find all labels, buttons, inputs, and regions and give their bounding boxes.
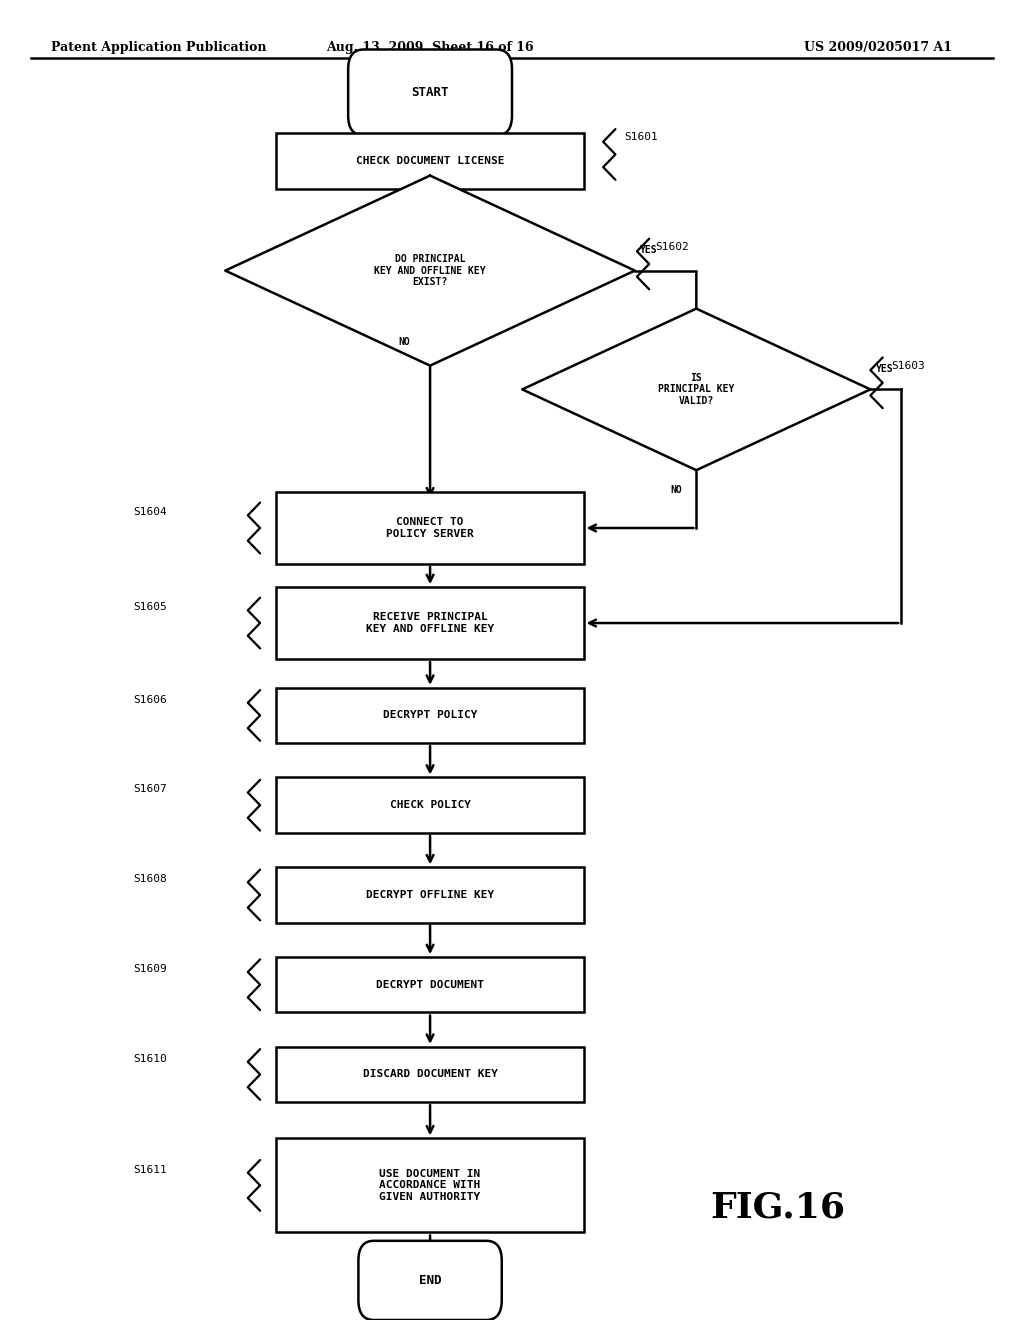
FancyBboxPatch shape bbox=[276, 1047, 584, 1102]
FancyBboxPatch shape bbox=[276, 688, 584, 743]
Text: DECRYPT DOCUMENT: DECRYPT DOCUMENT bbox=[376, 979, 484, 990]
FancyBboxPatch shape bbox=[276, 133, 584, 189]
Text: YES: YES bbox=[640, 244, 657, 255]
Text: S1603: S1603 bbox=[891, 360, 925, 371]
FancyBboxPatch shape bbox=[276, 777, 584, 833]
Polygon shape bbox=[522, 309, 870, 470]
Text: S1607: S1607 bbox=[133, 784, 167, 795]
Text: RECEIVE PRINCIPAL
KEY AND OFFLINE KEY: RECEIVE PRINCIPAL KEY AND OFFLINE KEY bbox=[366, 612, 495, 634]
Text: DECRYPT OFFLINE KEY: DECRYPT OFFLINE KEY bbox=[366, 890, 495, 900]
Text: FIG.16: FIG.16 bbox=[711, 1191, 846, 1225]
Text: S1611: S1611 bbox=[133, 1164, 167, 1175]
Text: YES: YES bbox=[876, 363, 893, 374]
Text: S1606: S1606 bbox=[133, 694, 167, 705]
Text: NO: NO bbox=[398, 337, 411, 347]
Polygon shape bbox=[225, 176, 635, 366]
Text: DECRYPT POLICY: DECRYPT POLICY bbox=[383, 710, 477, 721]
Text: S1604: S1604 bbox=[133, 507, 167, 517]
FancyBboxPatch shape bbox=[276, 957, 584, 1012]
Text: DO PRINCIPAL
KEY AND OFFLINE KEY
EXIST?: DO PRINCIPAL KEY AND OFFLINE KEY EXIST? bbox=[374, 253, 486, 288]
Text: Patent Application Publication: Patent Application Publication bbox=[51, 41, 266, 54]
Text: CONNECT TO
POLICY SERVER: CONNECT TO POLICY SERVER bbox=[386, 517, 474, 539]
Text: S1608: S1608 bbox=[133, 874, 167, 884]
Text: NO: NO bbox=[670, 484, 682, 495]
Text: IS
PRINCIPAL KEY
VALID?: IS PRINCIPAL KEY VALID? bbox=[658, 372, 734, 407]
Text: S1602: S1602 bbox=[655, 242, 689, 252]
FancyBboxPatch shape bbox=[276, 1138, 584, 1233]
Text: S1609: S1609 bbox=[133, 964, 167, 974]
Text: S1605: S1605 bbox=[133, 602, 167, 612]
Text: S1601: S1601 bbox=[625, 132, 658, 143]
Text: Aug. 13, 2009  Sheet 16 of 16: Aug. 13, 2009 Sheet 16 of 16 bbox=[327, 41, 534, 54]
Text: CHECK POLICY: CHECK POLICY bbox=[389, 800, 471, 810]
FancyBboxPatch shape bbox=[276, 867, 584, 923]
Text: US 2009/0205017 A1: US 2009/0205017 A1 bbox=[804, 41, 952, 54]
FancyBboxPatch shape bbox=[358, 1241, 502, 1320]
FancyBboxPatch shape bbox=[348, 49, 512, 135]
Text: DISCARD DOCUMENT KEY: DISCARD DOCUMENT KEY bbox=[362, 1069, 498, 1080]
FancyBboxPatch shape bbox=[276, 587, 584, 659]
FancyBboxPatch shape bbox=[276, 492, 584, 564]
Text: START: START bbox=[412, 86, 449, 99]
Text: USE DOCUMENT IN
ACCORDANCE WITH
GIVEN AUTHORITY: USE DOCUMENT IN ACCORDANCE WITH GIVEN AU… bbox=[380, 1168, 480, 1203]
Text: CHECK DOCUMENT LICENSE: CHECK DOCUMENT LICENSE bbox=[355, 156, 505, 166]
Text: END: END bbox=[419, 1274, 441, 1287]
Text: S1610: S1610 bbox=[133, 1053, 167, 1064]
